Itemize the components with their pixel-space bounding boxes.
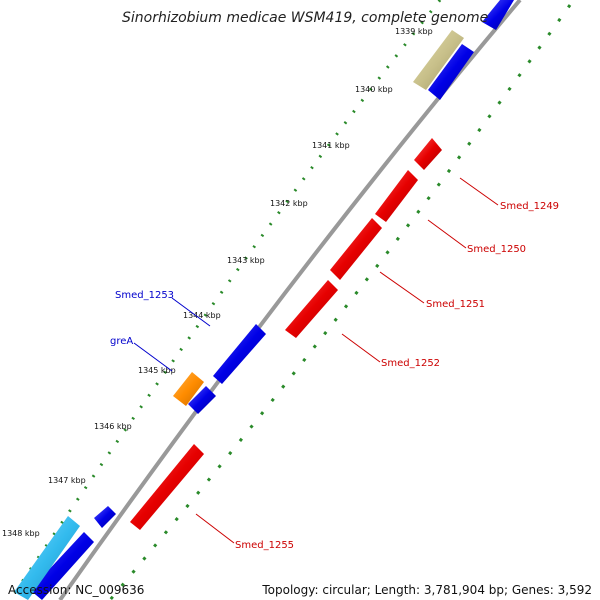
tick-label: 1345 kbp (138, 366, 176, 375)
gene-smed-1253-arrow[interactable] (213, 324, 266, 384)
tick-label: 1347 kbp (48, 476, 86, 485)
tick-label: 1348 kbp (2, 529, 40, 538)
leader-line (427, 219, 467, 249)
leader-line (379, 271, 425, 304)
gene-arrow-forward[interactable] (482, 0, 514, 30)
tick-label: 1342 kbp (270, 199, 308, 208)
gene-label-leaders (133, 177, 499, 544)
gene-label-smed-1252[interactable]: Smed_1252 (381, 358, 440, 369)
gene-smed-1250-arrow[interactable] (375, 170, 418, 222)
gc-skew-track-inner (108, 4, 572, 600)
tick-label: 1340 kbp (355, 85, 393, 94)
leader-line (195, 513, 235, 544)
gene-label-grea[interactable]: greA (110, 336, 133, 347)
gene-smed-1251-arrow[interactable] (330, 218, 382, 280)
map-title: Sinorhizobium medicae WSM419, complete g… (122, 10, 488, 26)
gene-smed-1255-arrow[interactable] (130, 444, 204, 530)
tick-label: 1343 kbp (227, 256, 265, 265)
gene-grea-arrow[interactable] (173, 372, 204, 406)
tick-label: 1341 kbp (312, 141, 350, 150)
accession-label: Accession: NC_009636 (8, 583, 145, 597)
leader-line (171, 297, 211, 327)
gene-labels: Smed_1249 Smed_1250 Smed_1251 Smed_1252 … (110, 201, 559, 551)
gene-label-smed-1251[interactable]: Smed_1251 (426, 299, 485, 310)
gene-smed-1249-arrow[interactable] (414, 138, 442, 170)
gene-label-smed-1253[interactable]: Smed_1253 (115, 290, 174, 301)
gene-label-smed-1255[interactable]: Smed_1255 (235, 540, 294, 551)
tick-label: 1344 kbp (183, 311, 221, 320)
leader-line (341, 333, 381, 363)
gene-arrow-forward[interactable] (428, 44, 474, 100)
gene-arrow-forward[interactable] (30, 532, 94, 600)
gene-label-smed-1249[interactable]: Smed_1249 (500, 201, 559, 212)
tick-label: 1346 kbp (94, 422, 132, 431)
leader-line (133, 342, 173, 372)
gc-skew-track-outer (8, 0, 442, 600)
topology-summary: Topology: circular; Length: 3,781,904 bp… (262, 583, 592, 597)
feature-cyan[interactable] (14, 516, 80, 600)
gene-smed-1252-arrow[interactable] (285, 280, 338, 338)
gene-label-smed-1250[interactable]: Smed_1250 (467, 244, 526, 255)
gene-arrow-forward[interactable] (188, 386, 216, 414)
feature-olive[interactable] (413, 30, 464, 90)
leader-line (459, 177, 499, 206)
tick-label: 1339 kbp (395, 27, 433, 36)
gene-arrow-forward[interactable] (94, 506, 116, 528)
tick-labels: 1339 kbp 1340 kbp 1341 kbp 1342 kbp 1343… (2, 27, 433, 538)
